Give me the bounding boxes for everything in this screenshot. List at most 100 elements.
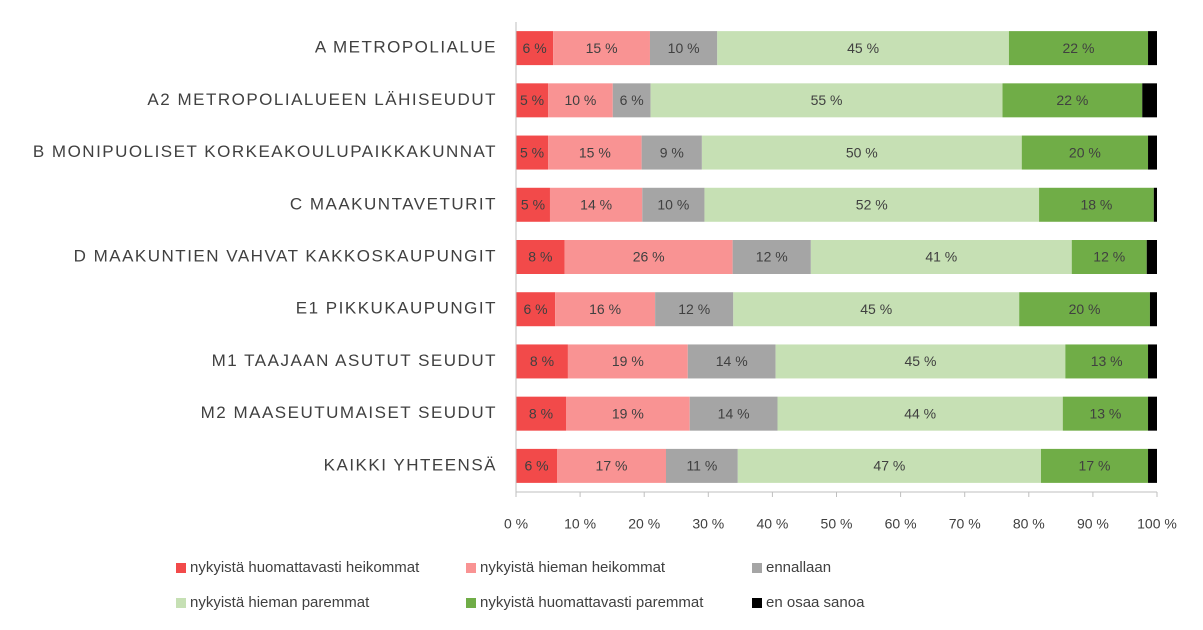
category-label: A2 METROPOLIALUEEN LÄHISEUDUT — [147, 90, 497, 109]
bar-segment — [665, 448, 738, 483]
legend-swatch — [466, 598, 476, 608]
category-label: A METROPOLIALUE — [315, 38, 497, 57]
legend-label: nykyistä hieman paremmat — [190, 594, 370, 611]
bar-segment — [717, 31, 1009, 66]
value-label: 47 % — [873, 458, 905, 474]
bar-segment — [516, 31, 554, 66]
value-label: 8 % — [530, 353, 554, 369]
value-label: 13 % — [1089, 405, 1121, 421]
legend-label: nykyistä huomattavasti paremmat — [480, 594, 704, 611]
category-label: E1 PIKKUKAUPUNGIT — [296, 299, 497, 318]
value-label: 11 % — [686, 458, 717, 474]
bar-segment — [1149, 292, 1157, 327]
bar-segment — [732, 240, 811, 274]
value-label: 17 % — [1079, 458, 1111, 474]
x-tick-label: 0 % — [504, 516, 528, 532]
bar-segment — [1148, 135, 1157, 170]
value-label: 15 % — [586, 40, 618, 56]
bar-segment — [553, 31, 650, 66]
bar-segment — [549, 187, 643, 222]
value-label: 13 % — [1091, 353, 1123, 369]
bar-segment — [1065, 344, 1149, 379]
bar-segment — [516, 135, 549, 170]
x-tick-label: 30 % — [692, 516, 724, 532]
x-tick-label: 100 % — [1137, 516, 1177, 532]
value-label: 19 % — [612, 353, 644, 369]
category-label: M1 TAAJAAN ASUTUT SEUDUT — [212, 351, 497, 370]
bar-segment — [810, 240, 1072, 274]
bar-segment — [516, 344, 568, 379]
value-label: 6 % — [524, 458, 548, 474]
bar-segment — [704, 187, 1040, 222]
value-label: 15 % — [579, 144, 611, 160]
bar-segment — [516, 187, 550, 222]
category-label: B MONIPUOLISET KORKEAKOULUPAIKKAKUNNAT — [33, 142, 497, 161]
value-label: 9 % — [660, 144, 684, 160]
category-label: M2 MAASEUTUMAISET SEUDUT — [201, 403, 497, 422]
bar-segment — [516, 396, 566, 431]
bar-segment — [1071, 240, 1147, 274]
bar-segment — [516, 240, 565, 274]
value-label: 41 % — [925, 249, 957, 265]
bar-segment — [516, 83, 549, 118]
value-label: 14 % — [716, 353, 748, 369]
bar-segment — [565, 396, 690, 431]
bar-segment — [650, 83, 1003, 118]
value-label: 17 % — [596, 458, 628, 474]
value-label: 20 % — [1069, 301, 1101, 317]
value-label: 18 % — [1080, 196, 1112, 212]
value-label: 8 % — [528, 249, 552, 265]
x-tick-label: 70 % — [949, 516, 981, 532]
legend-label: en osaa sanoa — [766, 594, 865, 611]
bar-segment — [1142, 83, 1157, 118]
bar-segment — [612, 83, 651, 118]
legend-swatch — [752, 563, 762, 573]
bar-segment — [1039, 187, 1154, 222]
value-label: 55 % — [811, 92, 843, 108]
value-label: 45 % — [905, 353, 937, 369]
bar-segment — [733, 292, 1020, 327]
value-label: 10 % — [564, 92, 596, 108]
value-label: 50 % — [846, 144, 878, 160]
bar-segment — [1021, 135, 1149, 170]
value-label: 14 % — [718, 405, 750, 421]
bar-segment — [564, 240, 733, 274]
value-label: 44 % — [904, 405, 936, 421]
value-label: 16 % — [589, 301, 621, 317]
bar-segment — [777, 396, 1063, 431]
value-label: 12 % — [1093, 249, 1125, 265]
value-label: 12 % — [678, 301, 710, 317]
legend-swatch — [176, 563, 186, 573]
bar-segment — [1062, 396, 1149, 431]
value-label: 22 % — [1056, 92, 1088, 108]
x-tick-label: 80 % — [1013, 516, 1045, 532]
value-label: 6 % — [620, 92, 644, 108]
value-label: 6 % — [523, 301, 547, 317]
legend-label: nykyistä hieman heikommat — [480, 559, 666, 576]
x-tick-label: 40 % — [756, 516, 788, 532]
bar-segment — [567, 344, 688, 379]
bar-segment — [775, 344, 1066, 379]
value-label: 26 % — [633, 249, 665, 265]
legend-swatch — [752, 598, 762, 608]
bar-segment — [642, 187, 705, 222]
bar-segment — [737, 448, 1041, 483]
bar-segment — [548, 135, 642, 170]
legend-swatch — [176, 598, 186, 608]
bar-segment — [557, 448, 666, 483]
x-tick-label: 50 % — [821, 516, 853, 532]
value-label: 5 % — [520, 144, 544, 160]
value-label: 8 % — [529, 405, 553, 421]
category-label: C MAAKUNTAVETURIT — [290, 194, 497, 213]
bar-segment — [1148, 448, 1157, 483]
bar-segment — [641, 135, 702, 170]
bar-segment — [655, 292, 734, 327]
bar-segment — [516, 292, 556, 327]
legend-label: nykyistä huomattavasti heikommat — [190, 559, 420, 576]
x-tick-label: 60 % — [885, 516, 917, 532]
bar-segment — [1148, 396, 1157, 431]
bar-segment — [701, 135, 1022, 170]
bar-segment — [1148, 344, 1157, 379]
bar-segment — [1153, 187, 1157, 222]
value-label: 10 % — [668, 40, 700, 56]
